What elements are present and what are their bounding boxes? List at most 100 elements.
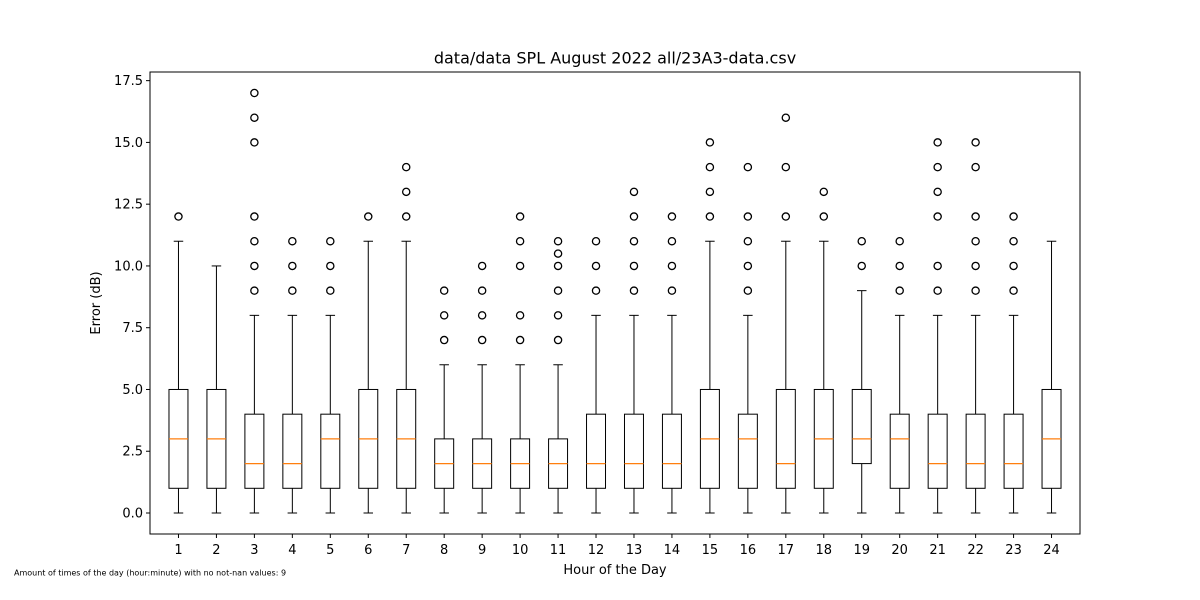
x-tick-label: 9	[478, 543, 486, 558]
outlier-point	[515, 311, 525, 320]
x-tick-label: 24	[1043, 543, 1060, 558]
outlier-point	[971, 162, 980, 172]
outlier-point	[401, 162, 411, 172]
outlier-point	[971, 261, 980, 271]
outlier-point	[629, 286, 639, 295]
outlier-point	[250, 88, 259, 98]
outlier-point	[1009, 261, 1018, 271]
x-tick-label: 23	[1005, 543, 1022, 558]
outlier-point	[326, 236, 335, 246]
x-tick-label: 18	[816, 543, 833, 558]
outlier-point	[819, 187, 829, 197]
outlier-point	[1009, 286, 1018, 295]
outlier-point	[364, 212, 373, 221]
outlier-point	[933, 286, 942, 295]
outlier-point	[439, 335, 449, 345]
outlier-point	[288, 286, 297, 295]
x-tick-label: 22	[967, 543, 984, 558]
y-tick-label: 2.5	[122, 445, 143, 460]
x-tick-label: 10	[512, 543, 529, 558]
footnote-text: Amount of times of the day (hour:minute)…	[14, 569, 286, 578]
outlier-point	[477, 311, 487, 320]
outlier-point	[705, 187, 715, 197]
box-iqr	[927, 413, 948, 489]
outlier-point	[705, 162, 715, 172]
outlier-point	[439, 286, 449, 295]
outlier-point	[971, 212, 980, 221]
outlier-point	[971, 236, 980, 246]
box-iqr	[244, 413, 265, 489]
outlier-point	[743, 261, 753, 271]
outlier-point	[553, 261, 563, 271]
outlier-point	[515, 335, 525, 345]
outlier-point	[895, 286, 904, 295]
outlier-point	[705, 212, 715, 221]
outlier-point	[743, 162, 753, 172]
outlier-point	[1009, 236, 1018, 246]
x-tick-label: 8	[440, 543, 448, 558]
outlier-point	[515, 236, 525, 246]
outlier-point	[629, 236, 639, 246]
outlier-point	[667, 212, 677, 221]
outlier-point	[629, 187, 639, 197]
outlier-point	[705, 138, 715, 147]
outlier-point	[553, 335, 563, 345]
outlier-point	[477, 335, 487, 345]
box-iqr	[737, 413, 758, 489]
outlier-point	[781, 113, 791, 122]
outlier-point	[895, 261, 904, 271]
x-tick-label: 5	[326, 543, 334, 558]
outlier-point	[667, 261, 677, 271]
outlier-point	[933, 162, 942, 172]
box-iqr	[851, 388, 872, 465]
box-iqr	[965, 413, 986, 489]
x-tick-label: 6	[364, 543, 372, 558]
box-iqr	[623, 413, 644, 489]
x-tick-label: 2	[212, 543, 220, 558]
outlier-point	[326, 286, 335, 295]
x-axis-label: Hour of the Day	[563, 563, 667, 578]
x-tick-label: 19	[853, 543, 870, 558]
outlier-point	[933, 187, 942, 197]
y-tick-label: 17.5	[114, 74, 143, 89]
x-tick-label: 17	[778, 543, 795, 558]
outlier-point	[857, 261, 866, 271]
outlier-point	[933, 138, 942, 147]
outlier-point	[591, 261, 601, 271]
outlier-point	[819, 212, 829, 221]
box-iqr	[1003, 413, 1024, 489]
y-tick-label: 7.5	[122, 321, 143, 336]
outlier-point	[781, 162, 791, 172]
y-tick-label: 12.5	[114, 198, 143, 213]
outlier-point	[629, 261, 639, 271]
outlier-point	[667, 236, 677, 246]
y-tick-label: 15.0	[114, 136, 143, 151]
outlier-point	[250, 236, 259, 246]
outlier-point	[326, 261, 335, 271]
x-tick-label: 20	[891, 543, 908, 558]
x-tick-label: 12	[588, 543, 605, 558]
x-tick-label: 16	[740, 543, 757, 558]
x-tick-label: 3	[250, 543, 258, 558]
outlier-point	[933, 212, 942, 221]
x-tick-label: 13	[626, 543, 643, 558]
outlier-point	[933, 261, 942, 271]
outlier-point	[971, 138, 980, 147]
outlier-point	[250, 261, 259, 271]
outlier-point	[515, 212, 525, 221]
box-iqr	[282, 413, 303, 489]
outlier-point	[667, 286, 677, 295]
box-iqr	[889, 413, 910, 489]
outlier-point	[401, 212, 411, 221]
y-tick-label: 10.0	[114, 259, 143, 274]
outlier-point	[250, 138, 259, 147]
outlier-point	[781, 212, 791, 221]
outlier-point	[1009, 212, 1018, 221]
box-iqr	[586, 413, 607, 489]
outlier-point	[439, 311, 449, 320]
x-tick-label: 15	[702, 543, 719, 558]
x-tick-label: 7	[402, 543, 410, 558]
outlier-point	[743, 236, 753, 246]
